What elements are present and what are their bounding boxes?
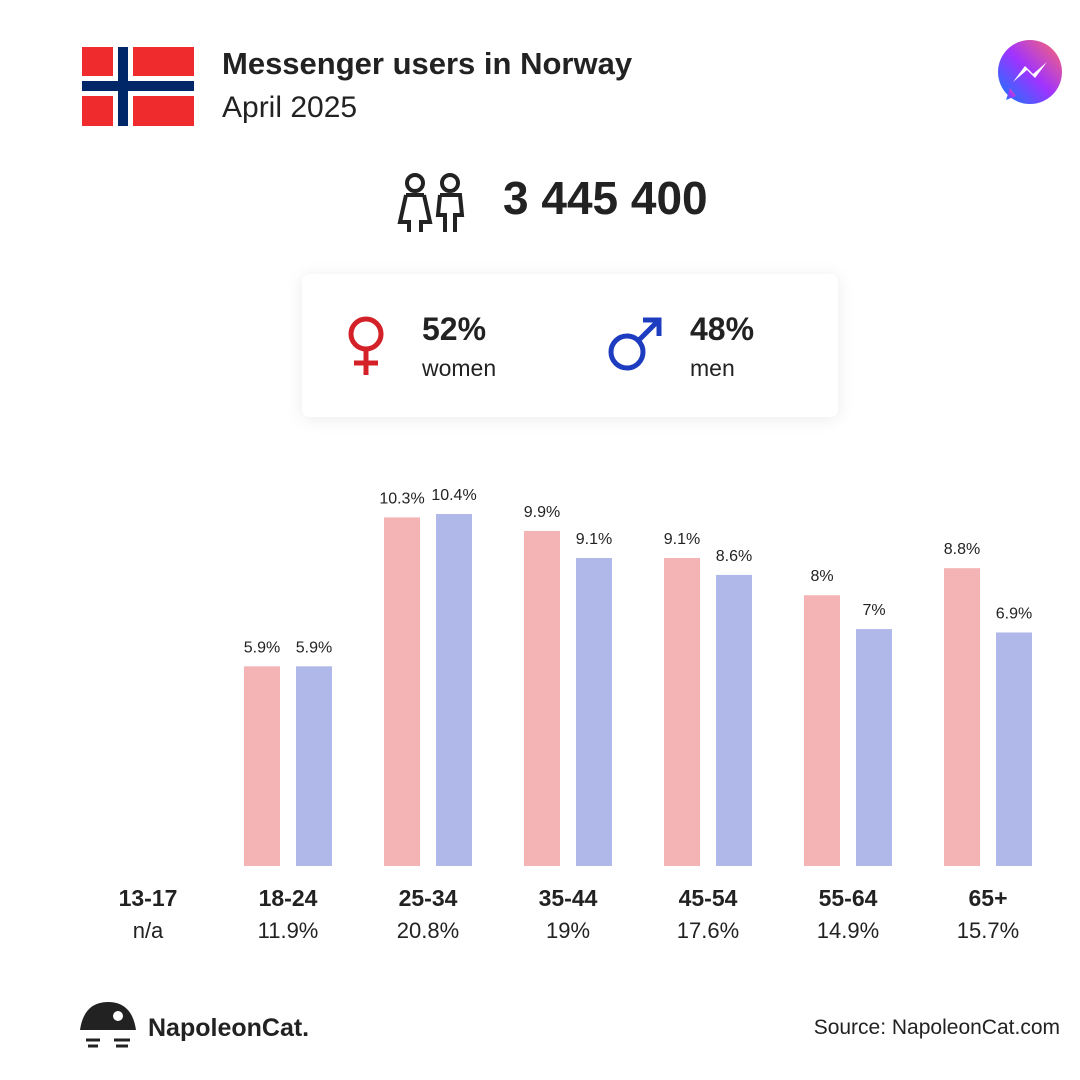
category-label: 55-64	[819, 885, 878, 911]
value-label: 10.3%	[379, 490, 424, 507]
value-label: 9.1%	[576, 531, 612, 548]
category-total: 20.8%	[397, 918, 459, 943]
value-label: 8.8%	[944, 541, 980, 558]
people-icon	[397, 173, 465, 232]
female-icon	[348, 316, 384, 375]
category-total: 15.7%	[957, 918, 1019, 943]
napoleoncat-logo	[80, 1002, 136, 1048]
value-label: 5.9%	[244, 639, 280, 656]
category-total: 19%	[546, 918, 590, 943]
value-label: 7%	[862, 602, 885, 619]
category-total: n/a	[133, 918, 164, 943]
men-share: 48%	[690, 311, 754, 347]
bar	[296, 666, 332, 866]
value-label: 9.1%	[664, 531, 700, 548]
category-label: 13-17	[119, 885, 178, 911]
male-icon	[608, 317, 662, 371]
men-label: men	[690, 355, 735, 381]
value-label: 8%	[810, 568, 833, 585]
value-label: 8.6%	[716, 548, 752, 565]
gender-box	[302, 274, 838, 417]
value-label: 6.9%	[996, 605, 1032, 622]
bar	[384, 517, 420, 866]
bar	[716, 574, 752, 866]
value-label: 10.4%	[431, 487, 476, 504]
bar	[576, 558, 612, 866]
value-label: 9.9%	[524, 504, 560, 521]
women-share: 52%	[422, 311, 486, 347]
norway-flag	[82, 47, 194, 126]
category-total: 17.6%	[677, 918, 739, 943]
total-users: 3 445 400	[503, 172, 708, 224]
bar	[804, 595, 840, 866]
brand: NapoleonCat.	[148, 1014, 309, 1042]
category-label: 25-34	[399, 885, 458, 911]
category-total: 14.9%	[817, 918, 879, 943]
category-label: 35-44	[539, 885, 598, 911]
source: Source: NapoleonCat.com	[814, 1016, 1060, 1039]
title: Messenger users in Norway	[222, 46, 633, 81]
messenger-logo	[998, 40, 1062, 104]
bar	[996, 632, 1032, 866]
bar	[944, 568, 980, 866]
bar	[436, 514, 472, 866]
bar	[524, 530, 560, 866]
women-label: women	[421, 355, 496, 381]
category-label: 65+	[968, 885, 1007, 911]
bar	[664, 558, 700, 866]
value-label: 5.9%	[296, 639, 332, 656]
category-total: 11.9%	[258, 918, 319, 943]
bar	[244, 666, 280, 866]
category-label: 45-54	[679, 885, 738, 911]
bar	[856, 629, 892, 866]
subtitle: April 2025	[222, 91, 357, 124]
category-label: 18-24	[259, 885, 318, 911]
